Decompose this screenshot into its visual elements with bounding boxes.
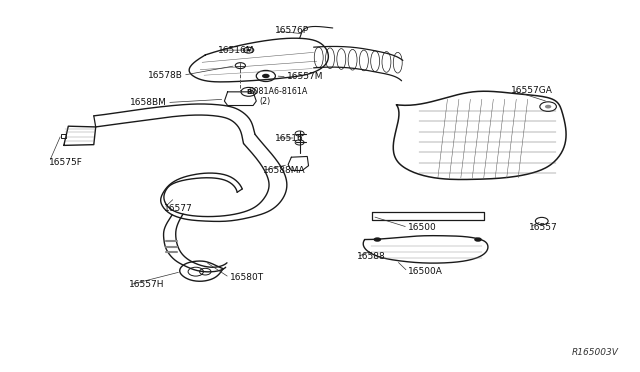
Text: 16557GA: 16557GA	[511, 86, 553, 94]
Text: B081A6-8161A: B081A6-8161A	[248, 87, 308, 96]
Text: B: B	[246, 89, 252, 95]
Text: 16578B: 16578B	[148, 71, 183, 80]
Text: 16557M: 16557M	[287, 72, 323, 81]
Circle shape	[246, 49, 250, 51]
Text: 16580T: 16580T	[230, 273, 264, 282]
Text: 16557H: 16557H	[129, 280, 164, 289]
Text: 16516: 16516	[275, 134, 304, 142]
Circle shape	[374, 237, 381, 242]
Text: (2): (2)	[259, 97, 271, 106]
Text: 1658BM: 1658BM	[130, 98, 167, 107]
Text: 16516M: 16516M	[218, 46, 255, 55]
Text: 16588: 16588	[357, 252, 386, 262]
Text: 16500: 16500	[408, 223, 436, 232]
Text: 16576P: 16576P	[275, 26, 310, 35]
Text: 16575F: 16575F	[49, 157, 83, 167]
Text: R165003V: R165003V	[572, 347, 618, 357]
Circle shape	[545, 105, 551, 109]
Text: 16557: 16557	[529, 223, 557, 232]
Text: 16577: 16577	[164, 203, 193, 213]
Circle shape	[262, 74, 269, 78]
Circle shape	[474, 237, 482, 242]
Bar	[61, 134, 67, 138]
Text: 16588MA: 16588MA	[262, 166, 305, 175]
Text: 16500A: 16500A	[408, 267, 443, 276]
